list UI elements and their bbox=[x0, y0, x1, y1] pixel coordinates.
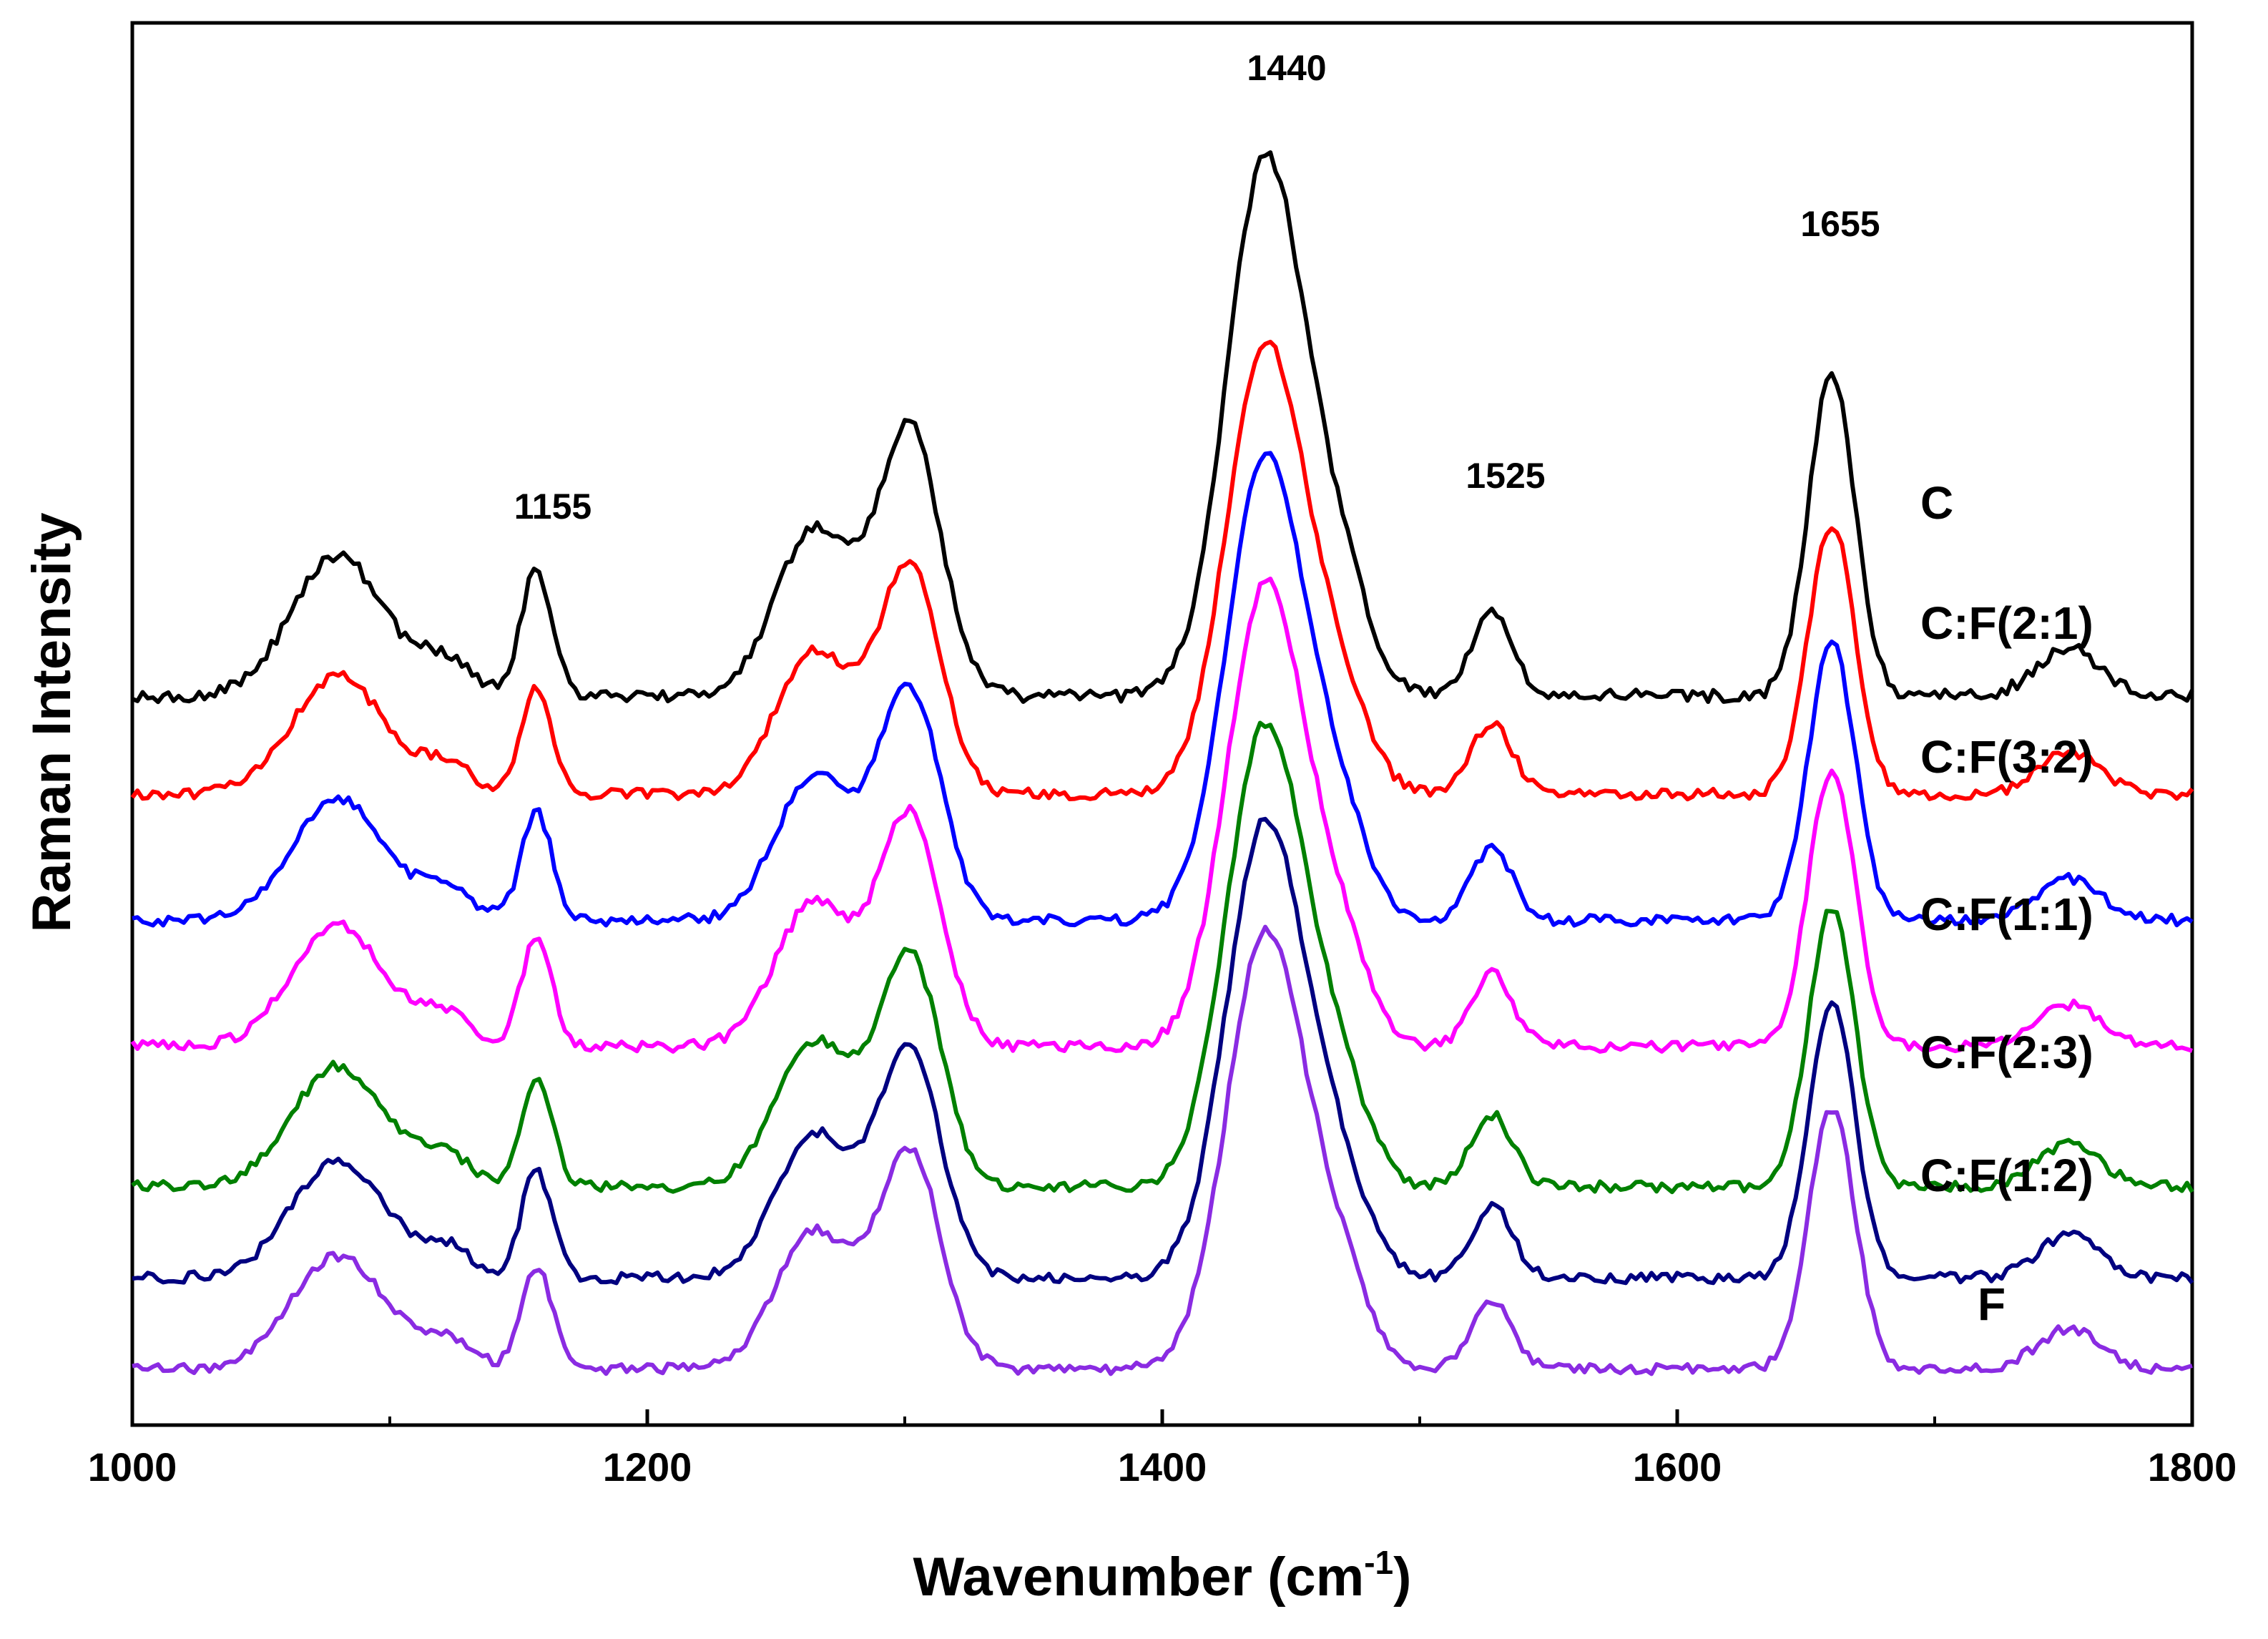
x-axis-title-main: Wavenumber (cm bbox=[913, 1547, 1365, 1608]
peak-label: 1155 bbox=[514, 486, 591, 527]
series-line bbox=[132, 816, 2194, 1286]
peak-labels: 1155 1440 1525 1655 bbox=[514, 48, 1880, 527]
series-line bbox=[131, 720, 2194, 1195]
series-label: C:F(1:1) bbox=[1920, 889, 2093, 940]
x-axis-title-close: ) bbox=[1393, 1547, 1411, 1608]
plot-frame bbox=[130, 21, 2194, 1427]
x-tick-label: 1600 bbox=[1633, 1444, 1722, 1489]
series-label: C:F(2:1) bbox=[1920, 597, 2093, 649]
x-tick-label: 1000 bbox=[88, 1444, 177, 1489]
series-lines bbox=[130, 150, 2194, 1376]
x-axis-title-superscript: -1 bbox=[1364, 1544, 1393, 1581]
series-labels: C C:F(2:1) C:F(3:2) C:F(1:1) C:F(2:3) C:F(1:2… bbox=[1920, 477, 2093, 1330]
series-line bbox=[131, 150, 2194, 705]
x-tick-label: 1400 bbox=[1118, 1444, 1207, 1489]
series-line bbox=[130, 339, 2194, 802]
series-label: C:F(2:3) bbox=[1920, 1027, 2093, 1078]
series-line bbox=[132, 451, 2194, 928]
x-axis-title: Wavenumber (cm-1) bbox=[913, 1544, 1412, 1608]
peak-label: 1655 bbox=[1800, 204, 1880, 244]
series-label: C:F(1:2) bbox=[1920, 1150, 2093, 1201]
x-tick-label: 1800 bbox=[2148, 1444, 2237, 1489]
x-tick-label: 1200 bbox=[603, 1444, 692, 1489]
peak-label: 1525 bbox=[1466, 456, 1545, 496]
series-line bbox=[132, 924, 2193, 1376]
series-line bbox=[130, 577, 2193, 1054]
peak-label: 1440 bbox=[1247, 48, 1326, 88]
x-axis-ticks: 1000 1200 1400 1600 1800 bbox=[88, 1409, 2237, 1489]
y-axis-title: Raman Intensity bbox=[21, 512, 82, 932]
series-label: F bbox=[1978, 1278, 2006, 1330]
series-label: C bbox=[1920, 477, 1953, 529]
series-label: C:F(3:2) bbox=[1920, 731, 2093, 783]
